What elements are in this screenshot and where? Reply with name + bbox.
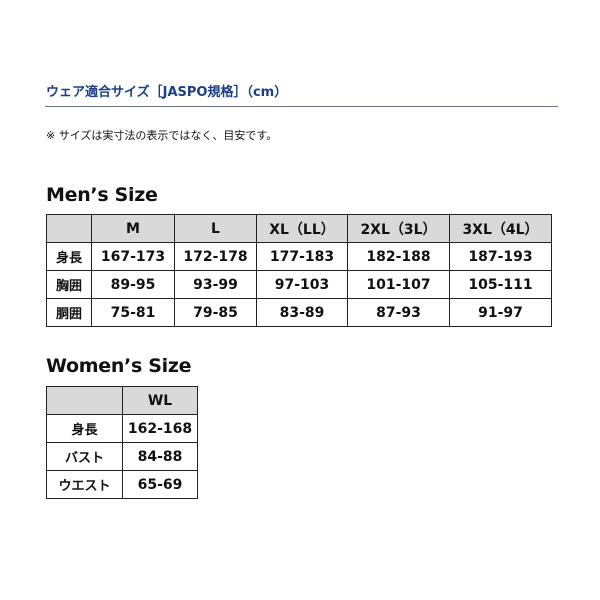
row-label: 胴囲 (46, 298, 92, 327)
size-value-cell: 97-103 (256, 270, 348, 299)
column-header: 3XL（4L） (449, 214, 552, 243)
size-value-cell: 75-81 (91, 298, 175, 327)
size-value-cell: 83-89 (256, 298, 348, 327)
womens-size-heading: Women’s Size (46, 355, 192, 377)
womens-size-table: WL 身長 162-168 バスト 84-88 ウエスト 65-69 (46, 386, 198, 499)
size-value-cell: 89-95 (91, 270, 175, 299)
size-value-cell: 167-173 (91, 242, 175, 271)
size-value-cell: 79-85 (174, 298, 257, 327)
size-value-cell: 84-88 (122, 442, 198, 471)
size-value-cell: 91-97 (449, 298, 552, 327)
size-value-cell: 172-178 (174, 242, 257, 271)
column-header: WL (122, 386, 198, 415)
column-header: M (91, 214, 175, 243)
size-note: ※ サイズは実寸法の表示ではなく、目安です。 (46, 129, 278, 142)
size-value-cell: 65-69 (122, 470, 198, 499)
size-value-cell: 162-168 (122, 414, 198, 443)
size-value-cell: 87-93 (347, 298, 450, 327)
row-label: 胸囲 (46, 270, 92, 299)
column-header: L (174, 214, 257, 243)
page-title: ウェア適合サイズ［JASPO規格］（cm） (46, 85, 288, 100)
table-row: 胸囲 89-95 93-99 97-103 101-107 105-111 (46, 270, 552, 299)
mens-size-table: M L XL（LL） 2XL（3L） 3XL（4L） 身長 167-173 172-178 17… (46, 214, 552, 327)
header-row: WL (46, 386, 198, 415)
corner-cell (46, 386, 123, 415)
corner-cell (46, 214, 92, 243)
header-row: M L XL（LL） 2XL（3L） 3XL（4L） (46, 214, 552, 243)
size-value-cell: 101-107 (347, 270, 450, 299)
table-row: 胴囲 75-81 79-85 83-89 87-93 91-97 (46, 298, 552, 327)
row-label: ウエスト (46, 470, 123, 499)
row-label: 身長 (46, 414, 123, 443)
table-row: バスト 84-88 (46, 442, 198, 471)
size-value-cell: 177-183 (256, 242, 348, 271)
size-value-cell: 93-99 (174, 270, 257, 299)
column-header: XL（LL） (256, 214, 348, 243)
title-divider (45, 106, 558, 107)
size-value-cell: 187-193 (449, 242, 552, 271)
row-label: 身長 (46, 242, 92, 271)
row-label: バスト (46, 442, 123, 471)
table-row: ウエスト 65-69 (46, 470, 198, 499)
table-row: 身長 167-173 172-178 177-183 182-188 187-193 (46, 242, 552, 271)
table-row: 身長 162-168 (46, 414, 198, 443)
size-value-cell: 182-188 (347, 242, 450, 271)
mens-size-heading: Men’s Size (46, 184, 158, 206)
column-header: 2XL（3L） (347, 214, 450, 243)
size-value-cell: 105-111 (449, 270, 552, 299)
